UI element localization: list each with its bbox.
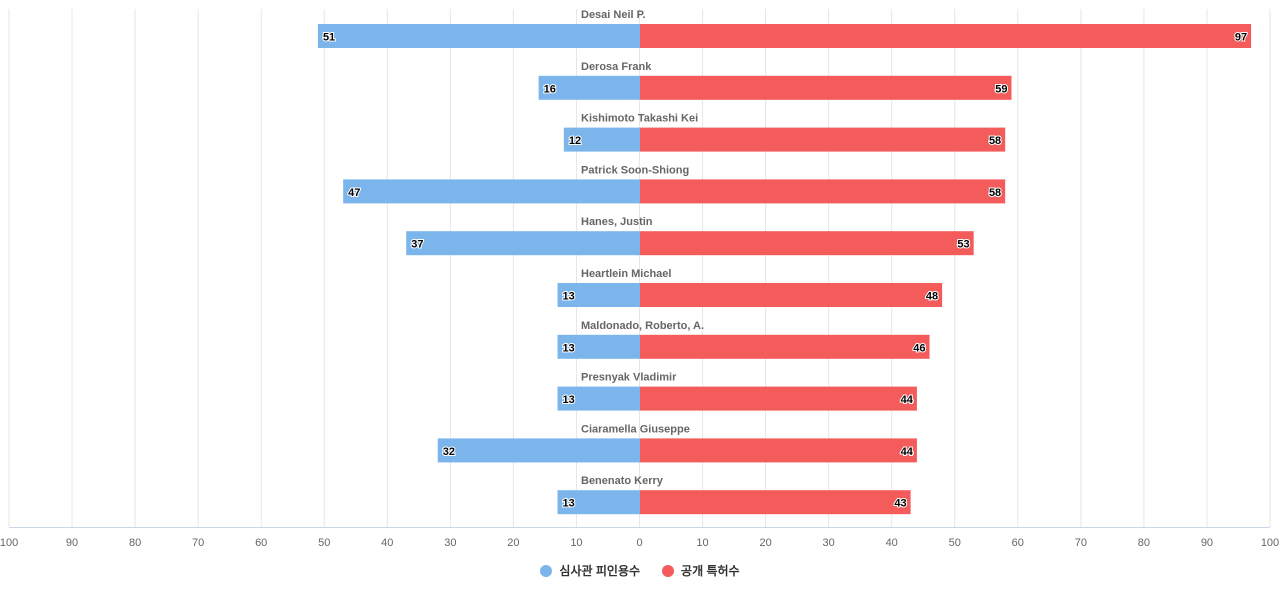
x-tick-label: 80: [1138, 537, 1150, 549]
x-tick-label: 60: [1012, 537, 1024, 549]
x-tick-label: 10: [696, 537, 708, 549]
legend: 심사관 피인용수 공개 특허수: [0, 562, 1280, 579]
data-label-right: 43: [894, 498, 906, 510]
x-tick-label: 0: [636, 537, 642, 549]
category-label: Derosa Frank: [581, 61, 652, 73]
x-tick-label: 60: [255, 537, 267, 549]
category-label: Maldonado, Roberto, A.: [581, 320, 704, 332]
legend-swatch-left: [540, 564, 553, 577]
x-tick-label: 40: [886, 537, 898, 549]
category-label: Presnyak Vladimir: [581, 372, 677, 384]
data-label-right: 58: [989, 135, 1001, 147]
bar-left: [557, 283, 640, 307]
x-tick-label: 20: [759, 537, 771, 549]
legend-label-left: 심사관 피인용수: [559, 564, 641, 578]
x-tick-label: 70: [1075, 537, 1087, 549]
data-label-left: 47: [348, 187, 360, 199]
bar-left: [563, 127, 640, 152]
bar-left: [557, 334, 640, 359]
x-tick-label: 20: [507, 537, 519, 549]
data-label-right: 59: [995, 83, 1007, 95]
x-tick-label: 50: [949, 537, 961, 549]
data-label-left: 37: [411, 239, 423, 251]
data-label-right: 97: [1235, 32, 1247, 44]
bar-left: [343, 179, 640, 204]
bar-left: [557, 490, 640, 515]
bar-right: [640, 438, 917, 463]
bar-right: [640, 179, 1006, 204]
x-tick-label: 70: [192, 537, 204, 549]
x-tick-label: 100: [0, 537, 18, 549]
legend-item-right-series[interactable]: 공개 특허수: [662, 562, 740, 579]
x-tick-label: 80: [129, 537, 141, 549]
x-tick-label: 40: [381, 537, 393, 549]
bar-left: [437, 438, 640, 463]
bar-right: [640, 334, 930, 359]
data-label-right: 44: [901, 394, 914, 406]
bar-left: [317, 24, 640, 48]
category-label: Benenato Kerry: [581, 475, 664, 487]
x-tick-label: 90: [1201, 537, 1213, 549]
x-tick-label: 90: [66, 537, 78, 549]
x-tick-label: 30: [823, 537, 835, 549]
category-label: Desai Neil P.: [581, 9, 646, 21]
data-label-left: 51: [323, 32, 335, 44]
data-label-left: 13: [563, 291, 575, 303]
bar-right: [640, 386, 917, 411]
data-label-right: 53: [957, 239, 969, 251]
category-label: Hanes, Justin: [581, 216, 653, 228]
data-label-left: 13: [563, 498, 575, 510]
data-label-right: 46: [913, 342, 925, 354]
data-label-right: 44: [901, 446, 914, 458]
data-label-left: 32: [443, 446, 455, 458]
bar-left: [538, 75, 640, 100]
data-label-right: 48: [926, 291, 938, 303]
category-label: Kishimoto Takashi Kei: [581, 113, 698, 125]
x-tick-label: 100: [1261, 537, 1279, 549]
legend-label-right: 공개 특허수: [681, 564, 740, 578]
bar-right: [640, 231, 974, 256]
data-label-left: 12: [569, 135, 581, 147]
category-label: Ciaramella Giuseppe: [581, 423, 690, 435]
data-label-right: 58: [989, 187, 1001, 199]
category-label: Heartlein Michael: [581, 268, 671, 280]
x-tick-label: 50: [318, 537, 330, 549]
bar-right: [640, 490, 911, 515]
x-tick-label: 30: [444, 537, 456, 549]
bar-left: [406, 231, 640, 256]
data-label-left: 16: [544, 83, 556, 95]
bar-left: [557, 386, 640, 411]
data-label-left: 13: [563, 394, 575, 406]
bar-right: [640, 127, 1006, 152]
bar-right: [640, 75, 1012, 100]
x-tick-label: 10: [570, 537, 582, 549]
category-label: Patrick Soon-Shiong: [581, 164, 689, 176]
bar-right: [640, 283, 943, 307]
bar-right: [640, 24, 1252, 48]
data-label-left: 13: [563, 342, 575, 354]
legend-item-left-series[interactable]: 심사관 피인용수: [540, 562, 640, 579]
legend-swatch-right: [662, 564, 675, 577]
